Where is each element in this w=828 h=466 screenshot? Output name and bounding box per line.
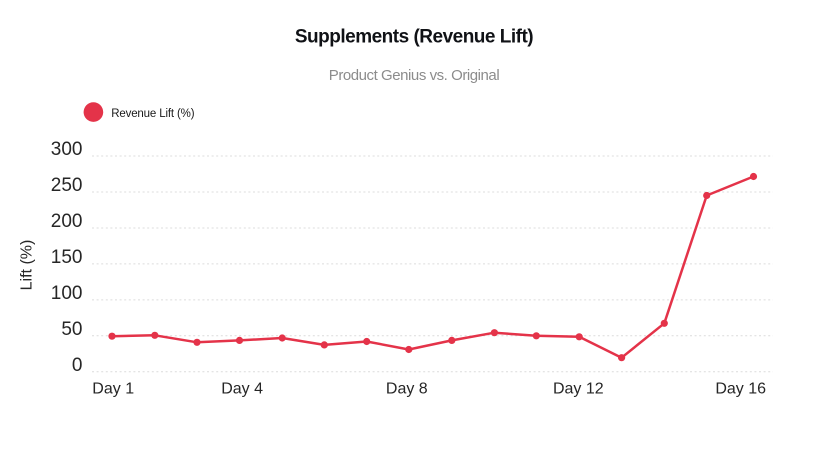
svg-text:Day 1: Day 1 <box>92 381 134 398</box>
svg-text:250: 250 <box>51 175 83 196</box>
svg-text:Day 8: Day 8 <box>386 381 428 398</box>
svg-text:300: 300 <box>51 139 83 160</box>
svg-text:50: 50 <box>61 319 82 340</box>
svg-text:Day 16: Day 16 <box>715 381 766 398</box>
svg-text:150: 150 <box>51 247 83 268</box>
svg-text:100: 100 <box>51 283 83 304</box>
svg-text:200: 200 <box>51 211 83 232</box>
svg-text:Product Genius vs. Original: Product Genius vs. Original <box>329 67 500 84</box>
svg-text:Day 4: Day 4 <box>221 381 263 398</box>
svg-text:Lift (%): Lift (%) <box>19 240 36 291</box>
svg-text:Day 12: Day 12 <box>553 381 604 398</box>
svg-text:Supplements (Revenue Lift): Supplements (Revenue Lift) <box>295 26 533 47</box>
svg-text:0: 0 <box>72 355 83 376</box>
svg-text:Revenue Lift (%): Revenue Lift (%) <box>111 108 195 120</box>
